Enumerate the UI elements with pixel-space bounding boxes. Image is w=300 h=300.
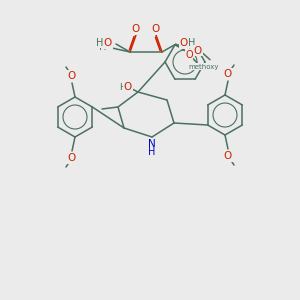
Text: H: H — [148, 147, 156, 157]
Text: O: O — [132, 24, 140, 34]
Text: H: H — [188, 38, 196, 48]
Text: O: O — [68, 71, 76, 81]
Text: O: O — [124, 82, 132, 92]
Text: O: O — [152, 24, 160, 34]
Text: O: O — [224, 69, 232, 79]
Text: O: O — [68, 153, 76, 163]
Text: methoxy: methoxy — [189, 64, 219, 70]
Text: O: O — [180, 38, 188, 48]
Text: O: O — [185, 50, 193, 60]
Text: N: N — [148, 139, 156, 149]
Text: H: H — [96, 38, 104, 48]
Text: O: O — [224, 151, 232, 161]
Text: H: H — [99, 42, 107, 52]
Text: O: O — [194, 46, 202, 56]
Text: H: H — [118, 82, 125, 91]
Text: O: O — [104, 38, 112, 48]
